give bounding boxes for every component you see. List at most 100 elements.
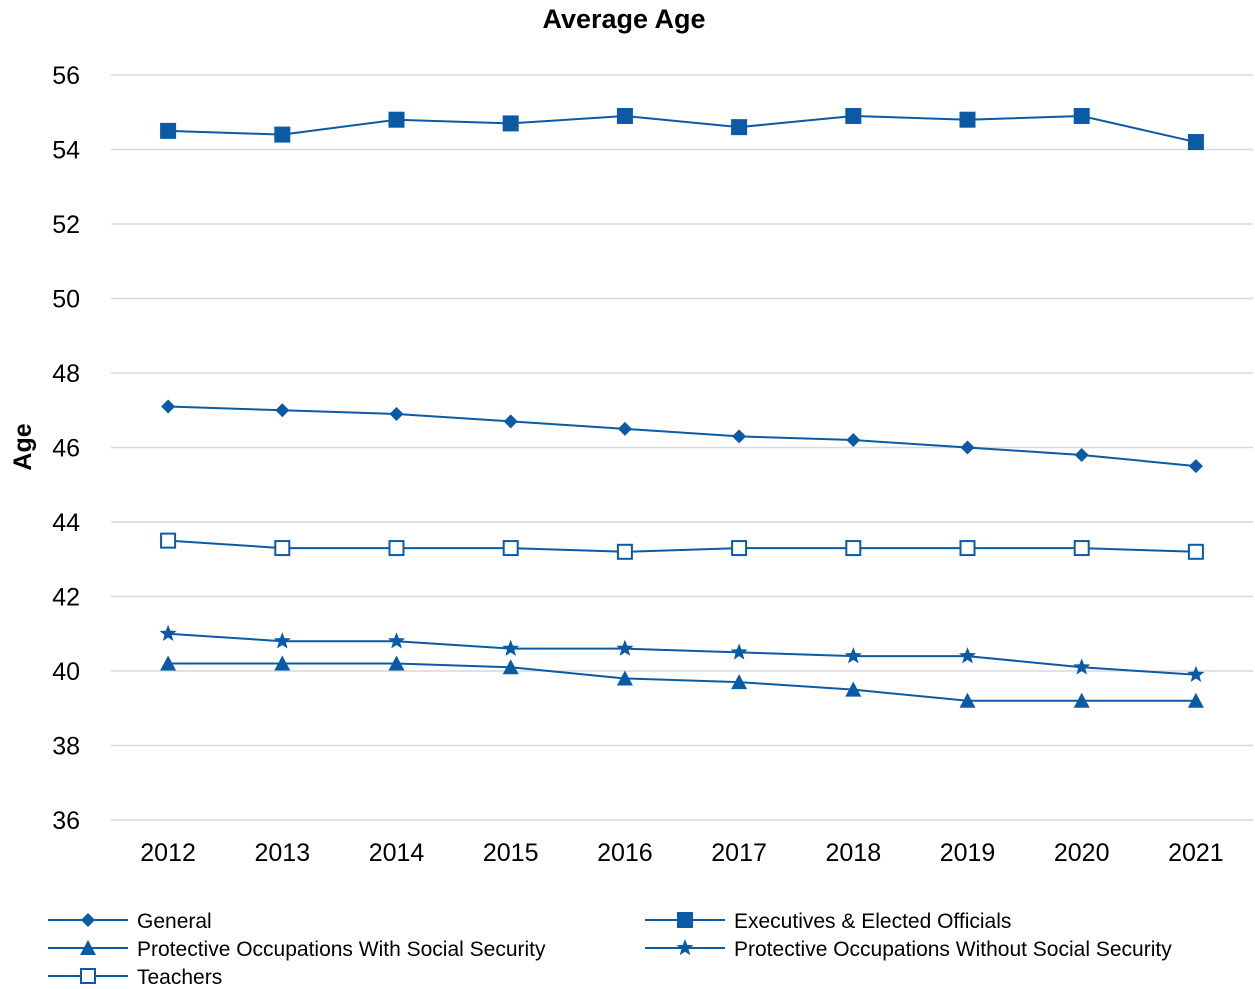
series-line: [168, 405, 1196, 468]
data-point-marker: [617, 421, 632, 436]
series-group: [160, 107, 1204, 151]
legend-label: Protective Occupations With Social Secur…: [137, 938, 546, 961]
gridlines: [111, 74, 1253, 821]
data-point-marker: [502, 115, 519, 132]
series-line: [168, 632, 1196, 676]
data-point-marker: [388, 540, 405, 557]
data-point-marker: [275, 403, 290, 418]
data-point-marker: [1074, 447, 1089, 462]
data-point-marker: [845, 681, 862, 697]
series-group: [159, 624, 1205, 683]
data-point-marker: [616, 670, 633, 686]
legend-label: Teachers: [137, 966, 222, 989]
legend-label: Protective Occupations Without Social Se…: [734, 938, 1172, 961]
data-point-marker: [845, 540, 862, 557]
data-point-marker: [274, 126, 291, 143]
y-tick-label: 46: [52, 435, 80, 463]
y-tick-label: 50: [52, 286, 80, 314]
data-point-marker: [616, 639, 634, 656]
y-axis-label: Age: [9, 423, 37, 470]
chart-title: Average Age: [542, 4, 705, 34]
y-tick-label: 44: [52, 509, 80, 537]
y-tick-label: 36: [52, 807, 80, 835]
data-point-marker: [1188, 459, 1203, 474]
y-tick-label: 42: [52, 584, 80, 612]
legend: General Executives & Elected Officials Pro…: [48, 910, 1172, 989]
y-tick-label: 54: [52, 137, 80, 165]
x-tick-labels: 2012 2013 2014 2015 2016 2017 2018 2019 2020 2021: [140, 839, 1223, 867]
data-point-marker: [273, 632, 291, 649]
data-point-marker: [731, 674, 748, 690]
data-point-marker: [160, 532, 177, 549]
data-point-marker: [1187, 665, 1205, 683]
data-point-marker: [731, 540, 748, 557]
series-group: [160, 532, 1204, 560]
data-point-marker: [960, 440, 975, 455]
y-tick-label: 38: [52, 733, 80, 761]
data-point-marker: [1187, 692, 1204, 708]
y-tick-label: 40: [52, 658, 80, 686]
data-point-marker: [616, 107, 633, 124]
legend-label: General: [137, 910, 212, 933]
data-point-marker: [388, 655, 405, 671]
data-point-marker: [160, 655, 177, 671]
data-point-marker: [959, 692, 976, 708]
x-tick-label: 2017: [711, 839, 767, 867]
series-group: [161, 399, 1203, 474]
legend-item: Protective Occupations With Social Secur…: [48, 938, 546, 961]
data-point-marker: [1073, 540, 1090, 557]
y-tick-label: 56: [52, 62, 80, 90]
legend-item: Protective Occupations Without Social Se…: [645, 938, 1172, 961]
data-point-marker: [159, 624, 177, 642]
x-tick-label: 2015: [483, 839, 539, 867]
data-point-marker: [502, 639, 520, 656]
data-point-marker: [388, 111, 405, 128]
x-tick-label: 2021: [1168, 839, 1224, 867]
series-line: [168, 662, 1196, 702]
data-point-marker: [1073, 658, 1091, 675]
y-tick-labels: 36 38 40 42 44 46 48 50 52 54 56: [52, 62, 80, 835]
data-point-marker: [732, 429, 747, 444]
series-line: [168, 539, 1196, 553]
legend-marker: [80, 968, 96, 984]
legend-item: Teachers: [48, 966, 222, 989]
data-point-marker: [1073, 692, 1090, 708]
data-point-marker: [161, 399, 176, 414]
y-tick-label: 48: [52, 360, 80, 388]
data-point-marker: [1187, 543, 1204, 560]
data-point-marker: [502, 540, 519, 557]
legend-marker: [80, 940, 96, 955]
x-tick-label: 2018: [825, 839, 881, 867]
data-point-marker: [1187, 134, 1204, 151]
x-tick-label: 2012: [140, 839, 196, 867]
legend-item: General: [48, 910, 212, 933]
data-point-marker: [959, 540, 976, 557]
x-tick-label: 2014: [369, 839, 425, 867]
data-point-marker: [731, 119, 748, 136]
series-group: [160, 655, 1204, 708]
legend-item: Executives & Elected Officials: [645, 910, 1011, 933]
x-tick-label: 2020: [1054, 839, 1110, 867]
data-point-marker: [846, 433, 861, 448]
data-point-marker: [274, 540, 291, 557]
legend-marker: [677, 912, 693, 928]
legend-marker: [676, 939, 694, 956]
x-tick-label: 2016: [597, 839, 653, 867]
data-point-marker: [387, 632, 406, 649]
x-tick-label: 2019: [940, 839, 996, 867]
series-lines: [159, 107, 1205, 708]
legend-marker: [81, 913, 95, 927]
data-point-marker: [730, 643, 748, 660]
data-point-marker: [274, 655, 291, 671]
data-point-marker: [844, 647, 862, 664]
data-point-marker: [959, 111, 976, 128]
x-tick-label: 2013: [254, 839, 310, 867]
data-point-marker: [616, 543, 633, 560]
y-tick-label: 52: [52, 211, 80, 239]
data-point-marker: [160, 122, 177, 139]
data-point-marker: [1073, 107, 1090, 124]
data-point-marker: [389, 406, 404, 421]
series-line: [168, 114, 1197, 144]
data-point-marker: [845, 107, 862, 124]
